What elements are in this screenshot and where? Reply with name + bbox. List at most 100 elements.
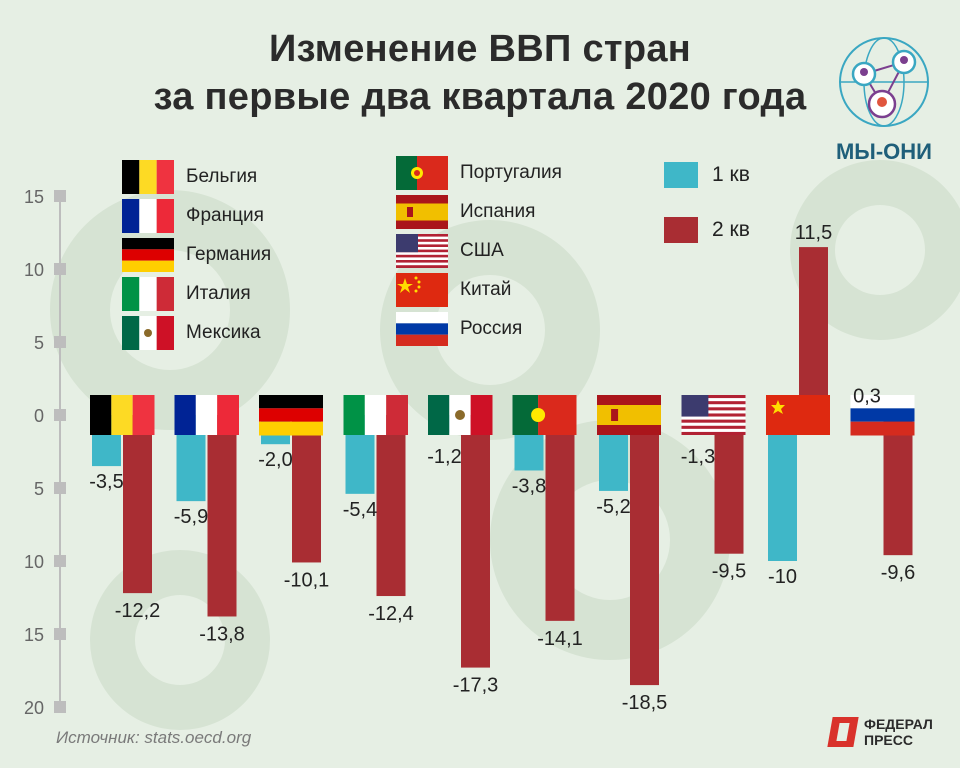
bar-q2-belgium — [123, 415, 152, 594]
portugal-flag-icon — [396, 156, 448, 190]
legend-label: Россия — [460, 318, 523, 339]
logo-my-oni: МЫ-ОНИ — [828, 32, 940, 165]
data-label-q2: -14,1 — [537, 628, 583, 650]
y-tick-marker — [54, 701, 66, 713]
legend-item-russia: Россия — [396, 312, 522, 346]
bar-q2-france — [207, 415, 237, 617]
france-flag-icon — [122, 199, 174, 233]
belgium-flag-icon — [122, 160, 174, 194]
legend-label: Бельгия — [186, 166, 258, 187]
legend-item-usa: США — [396, 234, 504, 268]
bar-q1-china — [768, 415, 797, 561]
china-flag-icon — [766, 395, 830, 435]
publisher-line2: ПРЕСС — [864, 732, 913, 748]
data-label-q2: 11,5 — [795, 222, 832, 244]
y-tick-label: 15 — [24, 625, 44, 645]
q1-swatch — [664, 162, 698, 188]
legend-item-belgium: Бельгия — [122, 160, 257, 194]
usa-flag-icon — [396, 234, 448, 268]
fp-logo-icon — [827, 717, 859, 747]
data-label-q1: -3,5 — [89, 471, 123, 493]
data-label-q2: -10,1 — [284, 569, 330, 591]
legend-item-spain: Испания — [396, 195, 535, 229]
portugal-flag-icon — [512, 395, 577, 435]
legend-item-china: Китай — [396, 273, 511, 307]
data-label-q1: -1,2 — [427, 446, 461, 468]
y-tick-marker — [54, 482, 66, 494]
q1-label: 1 кв — [712, 163, 750, 186]
chart-title-line1: Изменение ВВП стран — [268, 28, 692, 70]
legend-label: Португалия — [460, 162, 562, 183]
spain-flag-icon — [396, 195, 448, 229]
y-tick-label: 5 — [34, 333, 44, 353]
data-label-q1: -5,4 — [343, 499, 377, 521]
legend-label: Мексика — [186, 322, 261, 343]
y-tick-label: 5 — [34, 479, 44, 499]
legend-label: Франция — [186, 205, 264, 226]
y-tick-marker — [54, 336, 66, 348]
q2-label: 2 кв — [712, 218, 750, 241]
legend-item-italy: Италия — [122, 277, 251, 311]
y-tick-marker — [54, 628, 66, 640]
bar-q2-china — [799, 247, 828, 415]
data-label-q2: -17,3 — [453, 675, 499, 697]
legend-item-mexico: Мексика — [122, 316, 261, 350]
mexico-flag-icon — [122, 316, 174, 350]
chart-title-line2: за первые два квартала 2020 года — [153, 76, 807, 118]
italy-flag-icon — [122, 277, 174, 311]
q2-swatch — [664, 217, 698, 243]
data-label-q2: -12,4 — [368, 603, 414, 625]
legend-label: США — [460, 240, 504, 261]
legend-label: Германия — [186, 244, 272, 265]
legend-q1: 1 кв — [664, 162, 750, 188]
y-tick-label: 10 — [24, 260, 44, 280]
bar-q2-portugal — [545, 415, 575, 621]
source-note: Источник: stats.oecd.org — [56, 728, 252, 747]
data-label-q1: -3,8 — [512, 475, 546, 497]
data-label-q1: -10 — [768, 566, 797, 588]
legend-item-germany: Германия — [122, 238, 271, 272]
data-label-q1: -2,0 — [258, 449, 292, 471]
y-tick-label: 20 — [24, 698, 44, 718]
data-label-q1: -5,9 — [174, 506, 208, 528]
y-tick-marker — [54, 555, 66, 567]
legend-q2: 2 кв — [664, 217, 750, 243]
y-tick-marker — [54, 263, 66, 275]
bar-q2-mexico — [461, 415, 490, 668]
russia-flag-icon — [396, 312, 448, 346]
bar-q2-usa — [714, 415, 744, 554]
data-label-q2: -12,2 — [115, 600, 161, 622]
data-label-q2: -9,6 — [881, 562, 915, 584]
legend-label: Испания — [460, 201, 536, 222]
spain-flag-icon — [597, 395, 661, 435]
network-people-icon — [839, 37, 929, 127]
y-tick-label: 0 — [34, 406, 44, 426]
data-label-q1: -1,3 — [681, 446, 715, 468]
legend-label: Китай — [460, 279, 512, 300]
mexico-flag-icon — [428, 395, 493, 435]
legend-label: Италия — [186, 283, 251, 304]
germany-flag-icon — [122, 238, 174, 272]
data-label-q2: -9,5 — [712, 561, 746, 583]
y-tick-marker — [54, 190, 66, 202]
y-tick-label: 15 — [24, 187, 44, 207]
y-tick-label: 10 — [24, 552, 44, 572]
legend-item-portugal: Португалия — [396, 156, 562, 190]
logo-text: МЫ-ОНИ — [835, 139, 932, 164]
italy-flag-icon — [343, 395, 408, 435]
publisher-logo: ФЕДЕРАЛ ПРЕСС — [827, 716, 933, 748]
china-flag-icon — [396, 273, 448, 307]
russia-flag-icon — [850, 395, 915, 436]
data-label-q1: 0,3 — [853, 386, 881, 408]
data-label-q2: -13,8 — [199, 623, 245, 645]
belgium-flag-icon — [90, 395, 155, 435]
y-tick-marker — [54, 409, 66, 421]
bar-q2-germany — [292, 415, 321, 563]
legend-item-france: Франция — [122, 199, 264, 233]
bar-q2-italy — [376, 415, 406, 597]
data-label-q2: -18,5 — [622, 692, 668, 714]
bar-q2-spain — [630, 415, 659, 686]
germany-flag-icon — [259, 395, 323, 436]
bar-q2-russia — [883, 415, 913, 556]
